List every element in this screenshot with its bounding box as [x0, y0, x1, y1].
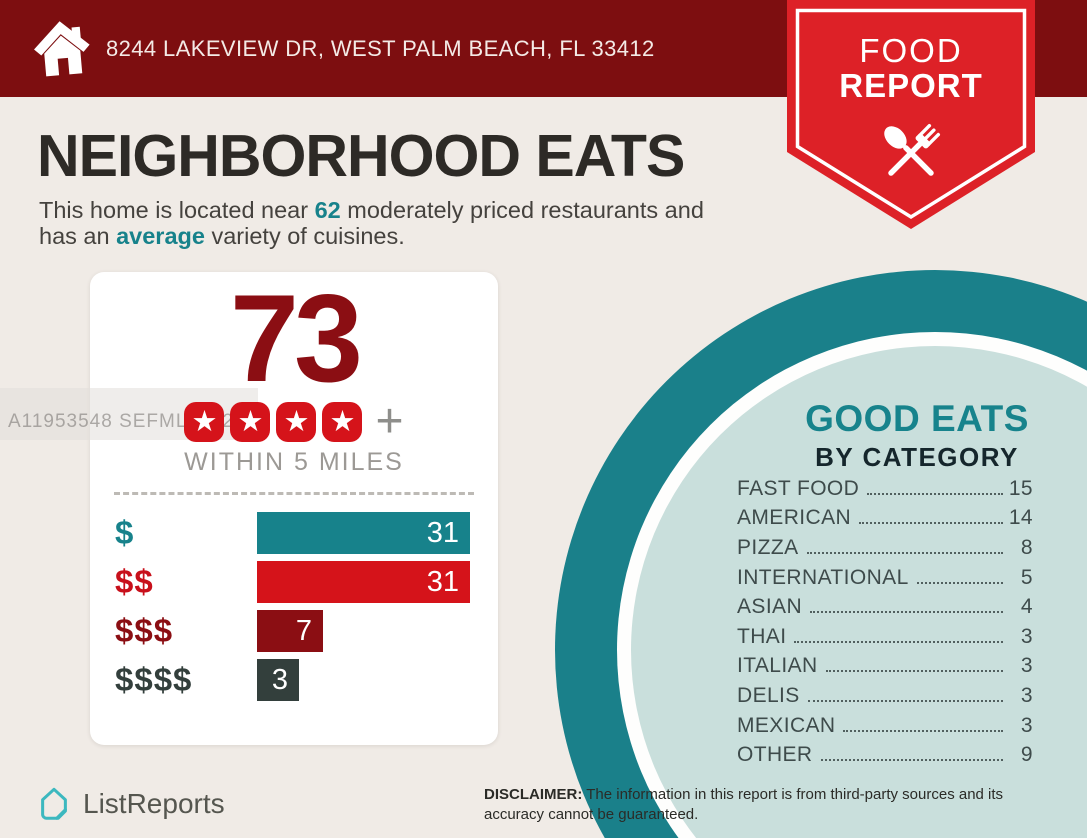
price-bar-row: $ 31 — [115, 512, 498, 554]
category-row: PIZZA 8 — [737, 533, 1033, 563]
dotted-leader — [810, 611, 1003, 614]
category-label: OTHER — [737, 743, 813, 767]
good-eats-subtitle: BY CATEGORY — [815, 442, 1019, 472]
disclaimer-text: The information in this report is from t… — [484, 786, 1004, 823]
category-count: 4 — [1020, 595, 1033, 619]
category-label: FAST FOOD — [737, 476, 860, 500]
price-bar-value: 31 — [426, 565, 459, 598]
price-level-label: $$$ — [115, 612, 174, 649]
price-bar-value: 7 — [295, 614, 312, 647]
price-bar: 31 — [257, 512, 470, 554]
dotted-leader — [825, 670, 1003, 673]
category-row: ASIAN 4 — [737, 592, 1033, 622]
dotted-leader — [794, 640, 1003, 643]
category-count: 3 — [1020, 624, 1033, 648]
dotted-leader — [867, 492, 1003, 495]
category-row: INTERNATIONAL 5 — [737, 563, 1033, 593]
price-bar-row: $$$ 7 — [115, 610, 498, 652]
category-row: ITALIAN 3 — [737, 652, 1033, 682]
dashed-divider — [114, 492, 474, 495]
intro-text: This home is located near 62 moderately … — [39, 197, 704, 249]
category-row: OTHER 9 — [737, 740, 1033, 770]
category-row: MEXICAN 3 — [737, 711, 1033, 741]
dotted-leader — [806, 551, 1003, 554]
intro-segment: variety of cuisines. — [204, 223, 405, 249]
variety-highlight: average — [116, 223, 205, 249]
dotted-leader — [807, 699, 1003, 702]
category-count: 3 — [1020, 654, 1033, 678]
category-list: FAST FOOD 15 AMERICAN 14 PIZZA 8 INTERNA… — [737, 474, 1033, 770]
food-report-ribbon: FOOD REPORT — [787, 0, 1035, 229]
category-label: PIZZA — [737, 535, 799, 559]
price-bar: 3 — [257, 659, 299, 701]
dotted-leader — [820, 759, 1003, 762]
category-label: ASIAN — [737, 595, 803, 619]
price-level-label: $$$$ — [115, 661, 193, 698]
price-bar-row: $$$$ 3 — [115, 659, 498, 701]
dotted-leader — [843, 729, 1003, 732]
category-label: MEXICAN — [737, 713, 836, 737]
category-row: DELIS 3 — [737, 681, 1033, 711]
category-row: THAI 3 — [737, 622, 1033, 652]
ribbon-line1: FOOD — [859, 32, 962, 69]
star-icon: ★ — [230, 402, 271, 442]
restaurant-score: 73 — [230, 270, 363, 408]
category-count: 5 — [1020, 565, 1033, 589]
property-address: 8244 LAKEVIEW DR, WEST PALM BEACH, FL 33… — [106, 35, 655, 61]
category-label: INTERNATIONAL — [737, 565, 909, 589]
intro-segment: moderately priced restaurants and — [340, 197, 704, 223]
ribbon-line2: REPORT — [839, 67, 983, 104]
category-row: FAST FOOD 15 — [737, 474, 1033, 504]
star-icon: ★ — [276, 402, 317, 442]
plus-icon: + — [375, 395, 404, 448]
brand-name: ListReports — [83, 788, 225, 819]
price-bar-value: 3 — [271, 663, 288, 696]
disclaimer: DISCLAIMER: The information in this repo… — [484, 785, 1064, 824]
price-bar: 31 — [257, 561, 470, 603]
star-icon: ★ — [322, 402, 363, 442]
category-count: 15 — [1008, 476, 1033, 500]
page-title: NEIGHBORHOOD EATS — [37, 123, 685, 189]
category-label: AMERICAN — [737, 506, 852, 530]
price-bar-value: 31 — [426, 516, 459, 549]
good-eats-title: GOOD EATS — [805, 398, 1029, 439]
category-row: AMERICAN 14 — [737, 504, 1033, 534]
spoon-fork-icon — [884, 123, 941, 176]
category-label: DELIS — [737, 683, 800, 707]
score-card: 73 ★ ★ ★ ★ + WITHIN 5 MILES $ 31 $$ 31 $$$ 7… — [90, 272, 498, 745]
category-label: ITALIAN — [737, 654, 818, 678]
disclaimer-label: DISCLAIMER: — [484, 786, 583, 803]
restaurant-count: 62 — [314, 197, 341, 223]
category-count: 3 — [1020, 683, 1033, 707]
listreports-logo: ListReports — [36, 784, 225, 824]
intro-segment: has an — [39, 223, 117, 249]
home-icon — [34, 21, 90, 77]
stars-row: ★ ★ ★ ★ + — [90, 395, 498, 448]
category-count: 3 — [1020, 713, 1033, 737]
price-bar-row: $$ 31 — [115, 561, 498, 603]
intro-segment: This home is located near — [39, 197, 315, 223]
good-eats-heading: GOOD EATS BY CATEGORY — [762, 398, 1072, 473]
price-level-label: $ — [115, 514, 135, 551]
category-count: 14 — [1008, 506, 1033, 530]
score-caption: WITHIN 5 MILES — [184, 448, 404, 476]
listreports-house-icon — [41, 787, 67, 820]
category-label: THAI — [737, 624, 787, 648]
price-bar: 7 — [257, 610, 323, 652]
dotted-leader — [859, 522, 1003, 525]
category-count: 9 — [1020, 743, 1033, 767]
category-count: 8 — [1020, 535, 1033, 559]
price-bar-chart: $ 31 $$ 31 $$$ 7 $$$$ 3 — [90, 512, 498, 701]
dotted-leader — [916, 581, 1003, 584]
price-level-label: $$ — [115, 563, 154, 600]
star-icon: ★ — [184, 402, 225, 442]
